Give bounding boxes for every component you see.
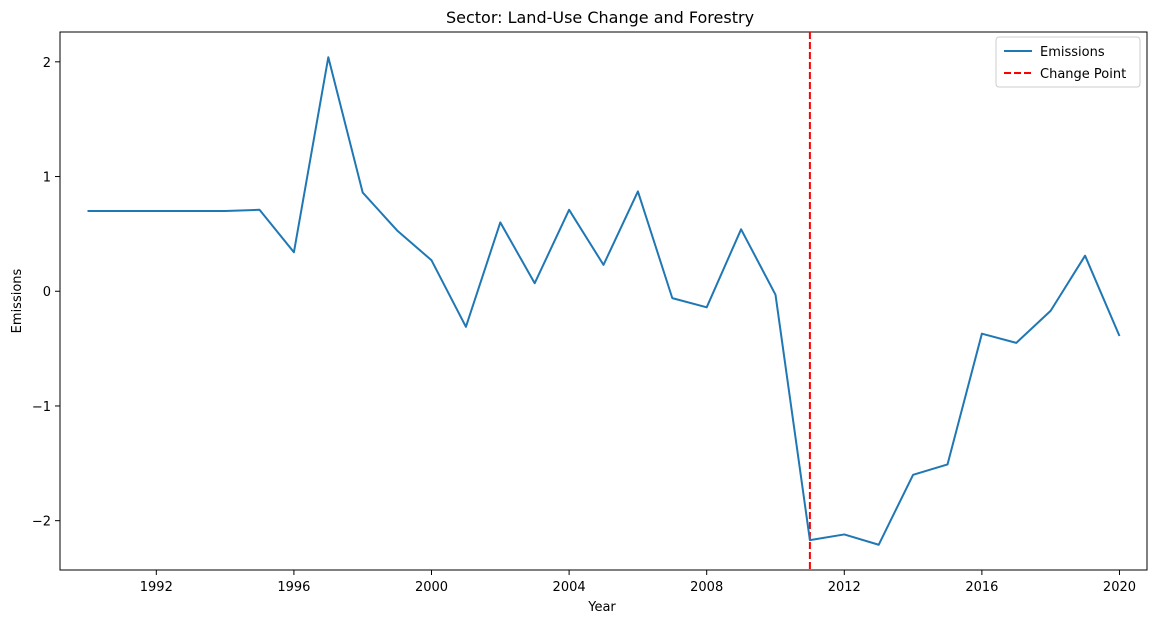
legend-box bbox=[995, 36, 1141, 88]
y-tick-label: 2 bbox=[43, 56, 51, 71]
y-tick-label: 0 bbox=[43, 285, 51, 300]
x-tick-label: 2008 bbox=[690, 580, 723, 595]
x-tick-label: 2020 bbox=[1103, 580, 1136, 595]
emissions-line bbox=[87, 56, 1121, 546]
y-tick-label: −2 bbox=[32, 515, 51, 530]
plot-frame bbox=[59, 31, 1148, 571]
legend-entry-change-point-label: Change Point bbox=[1040, 67, 1126, 82]
y-tick-label: −1 bbox=[32, 400, 51, 415]
legend-entry-emissions-label: Emissions bbox=[1040, 45, 1105, 60]
y-axis-label: Emissions bbox=[10, 268, 25, 333]
x-tick-label: 2004 bbox=[553, 580, 586, 595]
x-tick-label: 1992 bbox=[140, 580, 173, 595]
chart-title: Sector: Land-Use Change and Forestry bbox=[446, 8, 754, 27]
x-tick-label: 2012 bbox=[828, 580, 861, 595]
x-axis-label: Year bbox=[587, 600, 616, 615]
y-tick-label: 1 bbox=[43, 171, 51, 186]
x-tick-label: 2016 bbox=[965, 580, 998, 595]
plot-area: 1992 1996 2000 2004 2008 2012 2016 2020 −2 −1 0 1 2 bbox=[32, 31, 1148, 595]
x-tick-label: 1996 bbox=[277, 580, 310, 595]
legend: Emissions Change Point bbox=[995, 36, 1141, 88]
x-tick-label: 2000 bbox=[415, 580, 448, 595]
